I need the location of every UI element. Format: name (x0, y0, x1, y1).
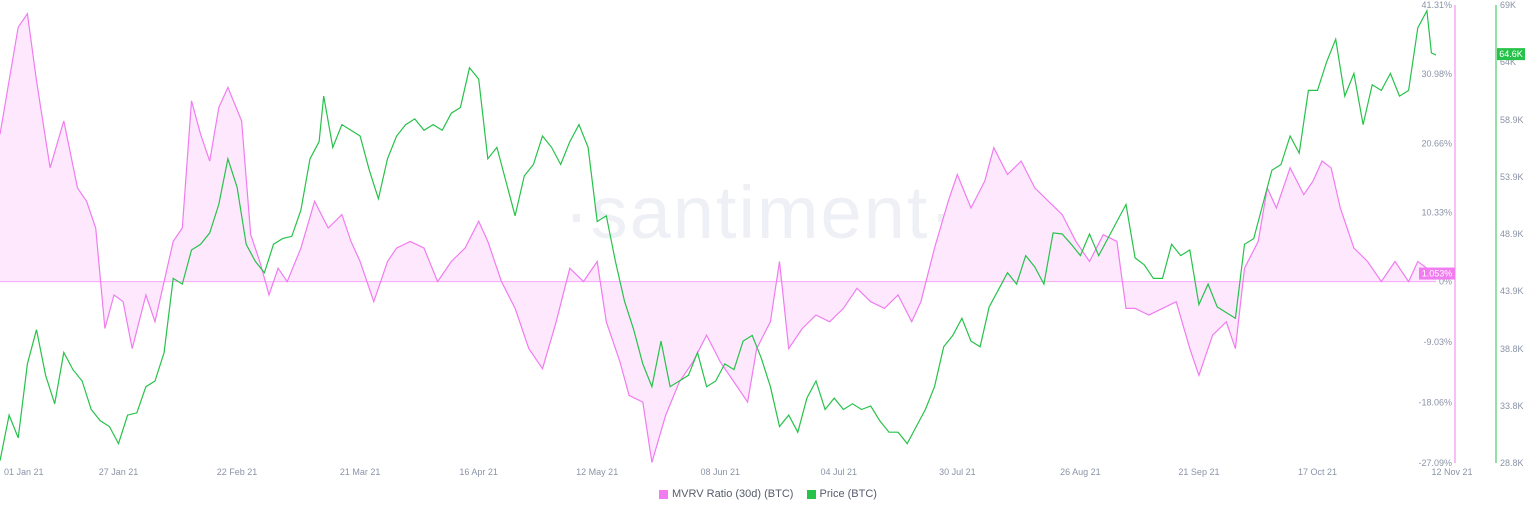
price-axis-tick-label: 28.8K (1500, 458, 1524, 468)
mvrv-axis-tick-label: 20.66% (1421, 138, 1452, 148)
x-axis-tick-label: 22 Feb 21 (217, 467, 258, 477)
price-axis-tick-label: 53.9K (1500, 172, 1524, 182)
price-axis-tick-label: 58.9K (1500, 115, 1524, 125)
price-axis-tick-label: 33.8K (1500, 401, 1524, 411)
mvrv-axis-tick-label: -18.06% (1418, 398, 1452, 408)
mvrv-axis-tick-label: 10.33% (1421, 207, 1452, 217)
mvrv-current-badge (1419, 267, 1455, 280)
x-axis-tick-label: 26 Aug 21 (1060, 467, 1101, 477)
x-axis-tick-label: 16 Apr 21 (459, 467, 498, 477)
legend-label-price: Price (BTC) (819, 488, 877, 500)
legend-item-mvrv[interactable]: MVRV Ratio (30d) (BTC) (659, 488, 793, 500)
mvrv-axis-tick-label: 30.98% (1421, 69, 1452, 79)
legend-swatch-mvrv (659, 489, 669, 499)
mvrv-axis-tick-label: -27.09% (1418, 458, 1452, 468)
price-current-badge (1497, 48, 1525, 61)
x-axis-tick-label: 12 Nov 21 (1431, 467, 1472, 477)
legend-label-mvrv: MVRV Ratio (30d) (BTC) (672, 488, 794, 500)
x-axis-tick-label: 30 Jul 21 (939, 467, 976, 477)
mvrv-axis-tick-label: 41.31% (1421, 0, 1452, 10)
price-series-line (0, 8, 1437, 461)
x-axis-tick-label: 21 Sep 21 (1178, 467, 1219, 477)
x-axis-tick-label: 17 Oct 21 (1298, 467, 1337, 477)
price-axis-tick-label: 48.9K (1500, 229, 1524, 239)
x-axis-tick-label: 21 Mar 21 (340, 467, 381, 477)
watermark: ·santiment· (564, 171, 956, 254)
legend: MVRV Ratio (30d) (BTC) Price (BTC) (0, 488, 1536, 502)
mvrv-series-line (0, 12, 1437, 463)
x-axis-tick-label: 08 Jun 21 (701, 467, 741, 477)
x-axis-tick-label: 12 May 21 (576, 467, 618, 477)
x-axis-tick-label: 27 Jan 21 (99, 467, 139, 477)
x-axis-tick-label: 01 Jan 21 (4, 467, 44, 477)
price-axis-tick-label: 69K (1500, 0, 1516, 10)
chart-svg: ·santiment· 41.31% 30.98% 20.66% 10.33% 0% -9… (0, 0, 1525, 477)
price-axis-tick-label: 64K (1500, 57, 1516, 67)
price-axis-tick-label: 43.9K (1500, 286, 1524, 296)
legend-item-price[interactable]: Price (BTC) (806, 488, 877, 500)
price-current-value: 64.6K (1499, 49, 1523, 59)
mvrv-axis-tick-label: 0% (1439, 277, 1452, 287)
mvrv-current-value: 1.053% (1422, 269, 1453, 279)
mvrv-axis-tick-label: -9.03% (1423, 337, 1452, 347)
x-axis-tick-label: 04 Jul 21 (821, 467, 858, 477)
price-axis-tick-label: 38.8K (1500, 344, 1524, 354)
legend-swatch-price (806, 489, 816, 499)
